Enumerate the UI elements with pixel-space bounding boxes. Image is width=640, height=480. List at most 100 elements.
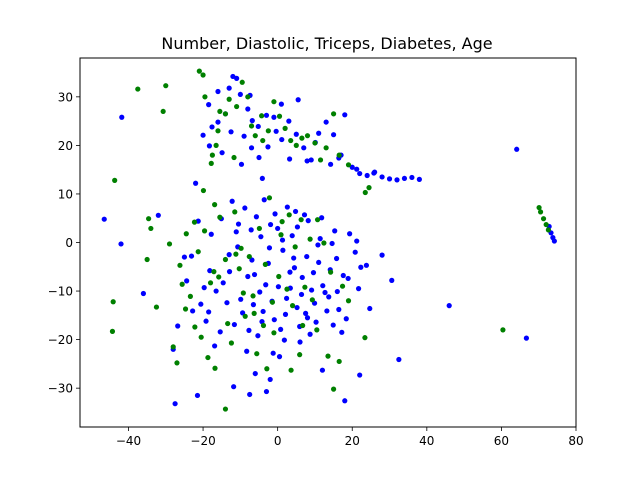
data-point-series-1-23 bbox=[241, 133, 247, 139]
data-point-series-2-91 bbox=[256, 225, 262, 232]
data-point-series-1-177 bbox=[238, 161, 245, 167]
data-point-series-1-128 bbox=[343, 316, 349, 322]
data-point-series-1-116 bbox=[251, 271, 258, 278]
data-point-series-1-13 bbox=[206, 102, 212, 108]
data-point-series-1-166 bbox=[281, 337, 287, 343]
data-point-series-2-80 bbox=[330, 386, 337, 392]
data-point-series-1-86 bbox=[363, 262, 370, 268]
data-point-series-1-164 bbox=[233, 229, 239, 235]
data-point-series-1-100 bbox=[291, 265, 298, 271]
y-tick-label: 30 bbox=[58, 90, 73, 104]
data-point-series-1-65 bbox=[551, 238, 557, 244]
data-point-series-1-33 bbox=[316, 130, 322, 136]
y-tick-label: −30 bbox=[48, 382, 73, 396]
data-point-series-2-92 bbox=[266, 195, 273, 201]
data-point-series-2-13 bbox=[174, 360, 180, 366]
data-point-series-1-70 bbox=[245, 273, 251, 280]
axes-layer: −40 −20 0 20 40 60 80 −30 −20 −10 0 10 20 30 bbox=[48, 90, 584, 448]
data-point-series-2-7 bbox=[148, 225, 154, 232]
data-point-series-2-97 bbox=[200, 187, 207, 194]
x-tick-label: −20 bbox=[190, 434, 215, 448]
data-point-series-2-17 bbox=[200, 72, 206, 78]
data-point-series-2-14 bbox=[183, 231, 189, 237]
data-point-series-2-104 bbox=[540, 216, 547, 222]
data-point-series-1-66 bbox=[203, 318, 209, 324]
data-point-series-1-129 bbox=[358, 264, 364, 270]
data-point-series-2-55 bbox=[269, 299, 276, 305]
data-point-series-1-7 bbox=[172, 401, 178, 407]
data-point-series-2-51 bbox=[222, 256, 229, 263]
data-point-series-2-73 bbox=[254, 351, 260, 357]
data-point-series-2-90 bbox=[246, 253, 252, 260]
data-point-series-1-29 bbox=[286, 118, 292, 124]
data-point-series-2-84 bbox=[177, 262, 183, 268]
data-point-series-2-56 bbox=[279, 219, 285, 225]
data-point-series-1-118 bbox=[267, 221, 274, 228]
data-point-series-2-75 bbox=[271, 330, 277, 336]
data-point-series-2-112 bbox=[260, 322, 267, 329]
data-point-series-2-65 bbox=[345, 298, 352, 304]
data-point-series-1-167 bbox=[304, 315, 311, 321]
data-point-series-1-18 bbox=[237, 91, 243, 98]
data-point-series-1-47 bbox=[416, 176, 422, 182]
data-point-series-2-20 bbox=[213, 142, 219, 148]
data-point-series-2-43 bbox=[336, 152, 342, 158]
data-point-series-1-5 bbox=[155, 212, 161, 218]
data-point-series-1-28 bbox=[278, 101, 284, 107]
x-tick-label: −40 bbox=[116, 434, 141, 448]
data-point-series-1-125 bbox=[319, 215, 325, 221]
data-point-series-1-44 bbox=[394, 177, 400, 183]
data-point-series-1-120 bbox=[282, 311, 289, 317]
data-point-series-1-179 bbox=[265, 144, 271, 150]
data-point-series-2-71 bbox=[228, 340, 235, 346]
data-point-series-2-106 bbox=[545, 227, 552, 233]
data-point-series-1-11 bbox=[194, 392, 201, 399]
data-point-series-1-19 bbox=[245, 106, 251, 112]
data-point-series-1-79 bbox=[310, 270, 317, 276]
data-point-series-1-38 bbox=[349, 164, 355, 170]
data-point-series-1-56 bbox=[319, 367, 326, 373]
data-point-series-2-45 bbox=[362, 189, 368, 196]
x-tick-label: 60 bbox=[494, 434, 509, 448]
data-point-series-2-76 bbox=[288, 367, 294, 373]
data-point-series-2-4 bbox=[135, 86, 141, 92]
data-point-series-2-74 bbox=[264, 366, 270, 372]
data-point-series-1-101 bbox=[298, 291, 305, 298]
data-point-series-2-25 bbox=[234, 103, 240, 110]
data-point-series-1-148 bbox=[201, 285, 207, 291]
data-point-series-1-99 bbox=[284, 204, 290, 210]
data-point-series-1-181 bbox=[286, 156, 293, 162]
data-point-series-1-123 bbox=[304, 253, 310, 260]
data-point-series-2-2 bbox=[110, 299, 116, 305]
data-point-series-2-8 bbox=[153, 304, 160, 310]
data-point-series-1-68 bbox=[226, 252, 232, 258]
data-point-series-1-32 bbox=[308, 157, 314, 163]
data-point-series-1-150 bbox=[226, 269, 233, 275]
data-point-series-1-189 bbox=[215, 88, 221, 95]
data-point-series-1-14 bbox=[209, 124, 215, 130]
data-point-series-1-60 bbox=[523, 335, 530, 341]
data-point-series-1-159 bbox=[307, 331, 313, 337]
data-point-series-1-43 bbox=[386, 176, 393, 182]
data-point-series-2-1 bbox=[112, 177, 118, 183]
data-point-series-2-18 bbox=[202, 94, 208, 100]
data-point-series-1-27 bbox=[271, 114, 277, 120]
data-point-series-1-141 bbox=[308, 287, 315, 293]
data-point-series-1-182 bbox=[273, 128, 279, 134]
chart-title: Number, Diastolic, Triceps, Diabetes, Ag… bbox=[161, 34, 492, 53]
data-point-series-2-93 bbox=[278, 232, 284, 238]
data-point-series-1-59 bbox=[514, 146, 520, 152]
data-point-series-1-48 bbox=[231, 384, 237, 390]
data-point-series-1-26 bbox=[263, 112, 270, 118]
data-point-series-2-96 bbox=[307, 236, 313, 242]
data-point-series-2-58 bbox=[292, 244, 298, 250]
data-point-series-1-71 bbox=[250, 302, 257, 308]
data-point-series-1-2 bbox=[118, 241, 124, 247]
data-point-series-2-40 bbox=[317, 157, 324, 163]
data-point-series-2-34 bbox=[282, 125, 288, 131]
data-point-series-1-49 bbox=[247, 391, 253, 398]
data-point-series-2-5 bbox=[144, 256, 150, 263]
data-point-series-1-139 bbox=[294, 304, 300, 311]
data-point-series-1-165 bbox=[257, 289, 263, 295]
